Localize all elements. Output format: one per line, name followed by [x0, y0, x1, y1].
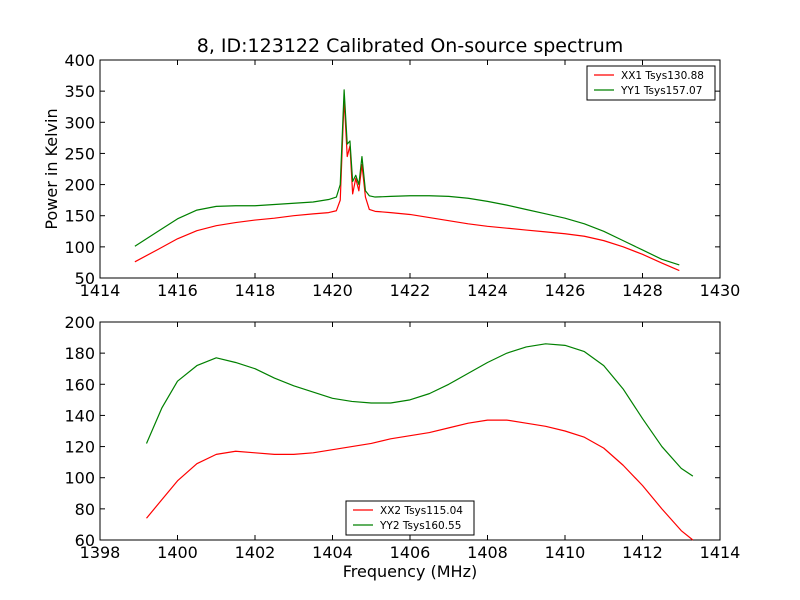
y-tick-label: 250	[64, 144, 95, 163]
x-tick-label: 1414	[80, 281, 121, 300]
y-tick-label: 100	[64, 469, 95, 488]
legend: XX1 Tsys130.88 YY1 Tsys157.07	[586, 65, 716, 101]
x-tick-label: 1418	[235, 281, 276, 300]
bottom-spectrum-plot: 1398 1400 1402 1404 1406 1408 1410 1412 1414 60 80…	[64, 313, 740, 581]
series-line-xx2-tsys115-04	[146, 419, 694, 541]
x-tick-label: 1416	[157, 281, 198, 300]
y-tick-label: 400	[64, 51, 95, 70]
legend-label: YY1 Tsys157.07	[620, 85, 702, 97]
y-tick-label: 100	[64, 238, 95, 257]
top-spectrum-plot: 1414 1416 1418 1420 1422 1424 1426 1428 1430 50 10…	[42, 35, 740, 300]
y-tick-label: 60	[75, 531, 95, 550]
series-line-xx1-tsys130-88	[134, 98, 680, 272]
y-tick-label: 200	[64, 176, 95, 195]
y-tick-label: 120	[64, 438, 95, 457]
x-tick-label: 1422	[390, 281, 431, 300]
y-tick-label: 140	[64, 406, 95, 425]
x-tick-label: 1398	[80, 543, 121, 562]
x-axis-label: Frequency (MHz)	[343, 562, 477, 581]
y-tick-label: 300	[64, 113, 95, 132]
x-tick-label: 1428	[622, 281, 663, 300]
x-tick-label: 1420	[312, 281, 353, 300]
x-tick-label: 1424	[467, 281, 508, 300]
y-tick-label: 200	[64, 313, 95, 332]
x-tick-label: 1406	[390, 543, 431, 562]
y-tick-label: 160	[64, 375, 95, 394]
legend: XX2 Tsys115.04 YY2 Tsys160.55	[345, 500, 475, 536]
x-tick-label: 1410	[545, 543, 586, 562]
y-axis-label: Power in Kelvin	[42, 108, 61, 229]
series-line-yy1-tsys157-07	[134, 89, 680, 266]
x-tick-label: 1414	[700, 543, 741, 562]
y-tick-label: 80	[75, 500, 95, 519]
legend-label: XX2 Tsys115.04	[380, 505, 463, 517]
y-tick-label: 350	[64, 82, 95, 101]
legend-label: YY2 Tsys160.55	[379, 520, 461, 532]
chart-title: 8, ID:123122 Calibrated On-source spectr…	[197, 35, 624, 57]
x-tick-label: 1402	[235, 543, 276, 562]
x-tick-label: 1404	[312, 543, 353, 562]
legend-label: XX1 Tsys130.88	[621, 70, 704, 82]
series-line-yy2-tsys160-55	[145, 343, 694, 477]
x-tick-label: 1408	[467, 543, 508, 562]
y-tick-label: 180	[64, 344, 95, 363]
y-tick-label: 150	[64, 207, 95, 226]
legend-box	[345, 500, 475, 536]
legend-box	[586, 65, 716, 101]
x-tick-label: 1400	[157, 543, 198, 562]
x-tick-label: 1426	[545, 281, 586, 300]
y-tick-label: 50	[75, 269, 95, 288]
x-tick-label: 1412	[622, 543, 663, 562]
x-tick-label: 1430	[700, 281, 741, 300]
